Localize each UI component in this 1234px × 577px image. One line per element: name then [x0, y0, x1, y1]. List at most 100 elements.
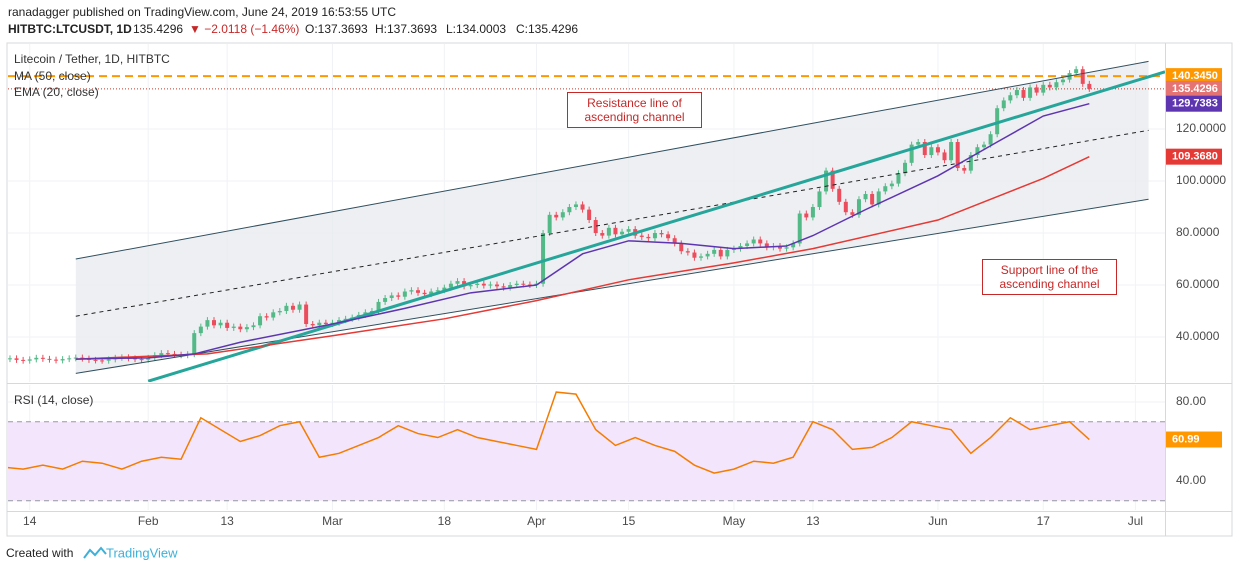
candle-body — [514, 283, 519, 286]
candle-body — [198, 326, 203, 334]
candle-body — [80, 357, 85, 359]
candle-body — [876, 191, 881, 205]
candle-body — [159, 353, 164, 356]
candle-body — [146, 357, 151, 360]
candle-body — [1, 359, 5, 360]
trend-line — [75, 60, 1149, 260]
candle-body — [1047, 84, 1052, 88]
candle-body — [172, 353, 177, 355]
trend-line — [75, 129, 1149, 317]
price: 135.4296 — [133, 22, 183, 36]
candle-body — [271, 312, 276, 318]
candle-body — [383, 298, 388, 302]
candle-body — [448, 283, 453, 288]
candle-body — [817, 191, 822, 208]
candle-body — [606, 227, 611, 236]
candle-body — [791, 243, 796, 248]
candle-body — [777, 246, 782, 249]
trend-line — [147, 70, 1165, 382]
candle-body — [830, 170, 835, 189]
candle-body — [304, 304, 309, 325]
candle-body — [1028, 87, 1033, 98]
candle-body — [554, 214, 559, 218]
candle-body — [949, 142, 954, 161]
candle-body — [402, 291, 407, 297]
candle-body — [982, 144, 987, 148]
candle-body — [34, 357, 39, 360]
candle-body — [995, 108, 1000, 135]
candle-body — [573, 204, 578, 208]
price-label: 129.7383 — [1172, 98, 1218, 110]
candle-body — [870, 194, 875, 205]
candle-body — [488, 284, 493, 286]
x-tick-label: 13 — [806, 514, 820, 528]
candle-body — [580, 204, 585, 210]
candle-body — [699, 256, 704, 258]
candle-body — [1008, 95, 1013, 101]
candle-body — [40, 357, 45, 359]
candle-body — [264, 316, 269, 318]
candle-body — [139, 359, 144, 361]
candle-body — [409, 290, 414, 292]
series-line — [8, 391, 1090, 474]
candle-body — [251, 325, 256, 328]
y-tick-label: 40.00 — [1176, 473, 1206, 487]
symbol: HITBTC:LTCUSDT, 1D — [8, 22, 132, 36]
candle-body — [106, 359, 111, 361]
y-tick-label: 80.0000 — [1176, 225, 1220, 239]
candle-body — [692, 252, 697, 258]
candle-body — [929, 147, 934, 156]
candle-body — [567, 207, 572, 213]
x-tick-label: 14 — [23, 514, 37, 528]
candle-body — [218, 322, 223, 326]
candle-body — [541, 233, 546, 284]
candle-body — [909, 144, 914, 163]
price-label: 109.3680 — [1172, 151, 1218, 163]
candle-body — [508, 285, 513, 288]
price-label-bg — [1166, 80, 1222, 97]
candle-body — [738, 246, 743, 249]
candle-body — [659, 233, 664, 235]
candle-body — [804, 213, 809, 218]
candle-body — [758, 239, 763, 244]
brand-logo — [83, 546, 107, 559]
x-tick-label: Jun — [928, 514, 947, 528]
price-label-bg — [1166, 431, 1222, 448]
candle-body — [47, 358, 52, 360]
change: ▼ −2.0118 (−1.46%) — [189, 22, 299, 36]
candle-body — [1041, 84, 1046, 93]
legend-entry: EMA (20, close) — [14, 85, 99, 99]
legend-entry: MA (50, close) — [14, 69, 91, 83]
rsi-band — [8, 421, 1165, 501]
trend-line — [75, 198, 1149, 374]
candle-body — [73, 357, 78, 359]
price-label-bg — [1166, 68, 1222, 85]
candle-body — [1021, 90, 1026, 98]
candle-body — [626, 229, 631, 232]
candle-body — [422, 292, 427, 295]
candle-body — [685, 251, 690, 253]
candle-body — [935, 147, 940, 153]
x-tick-label: Feb — [138, 514, 159, 528]
candle-body — [955, 142, 960, 169]
candle-body — [376, 301, 381, 312]
x-tick-label: 17 — [1037, 514, 1051, 528]
candle-body — [100, 360, 105, 362]
candle-body — [435, 290, 440, 292]
candle-body — [560, 212, 565, 218]
candle-body — [429, 291, 434, 295]
candle-body — [988, 134, 993, 145]
candle-body — [968, 155, 973, 171]
candle-body — [205, 320, 210, 327]
panel — [1, 44, 1165, 382]
candle-body — [93, 359, 98, 361]
y-tick-label: 60.0000 — [1176, 277, 1220, 291]
candle-body — [646, 236, 651, 239]
x-tick-label: May — [723, 514, 746, 528]
footer-brand[interactable]: TradingView — [106, 545, 178, 560]
candle-body — [337, 320, 342, 323]
panel-title: RSI (14, close) — [14, 393, 93, 407]
candle-body — [297, 304, 302, 310]
candle-body — [547, 214, 552, 234]
